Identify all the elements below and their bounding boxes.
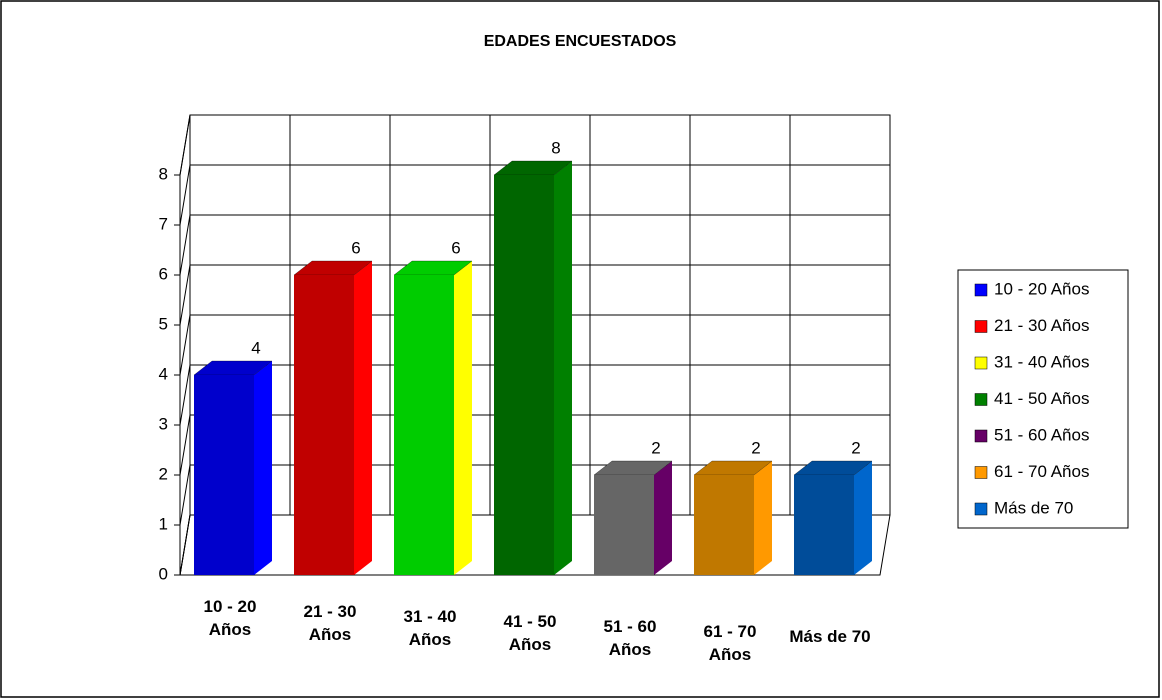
legend-label: 31 - 40 Años (994, 352, 1089, 371)
legend-swatch (974, 502, 988, 516)
bar (194, 375, 254, 575)
grid-line (179, 514, 191, 576)
grid-line (179, 214, 191, 276)
bar-side (254, 361, 272, 575)
data-label: 2 (651, 438, 660, 457)
x-tick-label: 61 - 70 Años (703, 622, 757, 664)
bar (494, 175, 554, 575)
y-tick-label: 0 (159, 564, 168, 583)
bar-side (454, 261, 472, 575)
x-tick-label: Más de 70 (789, 627, 871, 646)
legend-swatch (974, 356, 988, 370)
data-label: 8 (551, 138, 560, 157)
legend-label: 21 - 30 Años (994, 316, 1089, 335)
legend-swatch (974, 466, 988, 479)
y-tick-label: 3 (159, 414, 168, 433)
y-tick-label: 8 (159, 164, 168, 183)
grid-line (179, 264, 191, 326)
bar (294, 275, 354, 575)
bar (594, 475, 654, 575)
grid-line (179, 314, 191, 376)
x-tick-label: 21 - 30 Años (303, 602, 357, 644)
legend-swatch (974, 429, 988, 443)
grid-line (179, 414, 191, 476)
data-label: 4 (251, 338, 260, 357)
y-tick-label: 5 (159, 314, 168, 333)
grid-line (179, 364, 191, 426)
bar (694, 475, 754, 575)
y-tick-label: 1 (159, 514, 168, 533)
bar-side (754, 461, 772, 575)
bar-side (354, 261, 372, 575)
chart-title: EDADES ENCUESTADOS (484, 33, 677, 50)
legend-label: 61 - 70 Años (994, 462, 1089, 481)
legend-label: 10 - 20 Años (994, 279, 1089, 298)
x-tick-label: 51 - 60 Años (603, 617, 657, 659)
data-label: 2 (751, 438, 760, 457)
legend-label: 51 - 60 Años (994, 425, 1089, 444)
y-tick-label: 6 (159, 264, 168, 283)
data-label: 6 (451, 238, 460, 257)
x-tick-label: 41 - 50 Años (503, 612, 557, 654)
bar-side (554, 161, 572, 575)
data-label: 6 (351, 238, 360, 257)
grid-line (179, 464, 191, 526)
legend-swatch (974, 393, 988, 406)
bar (794, 475, 854, 575)
y-tick-label: 2 (159, 464, 168, 483)
grid-line (179, 164, 191, 226)
legend-swatch (974, 283, 988, 297)
y-tick-label: 4 (159, 364, 168, 383)
legend-swatch (974, 320, 988, 333)
data-label: 2 (851, 438, 860, 457)
x-tick-label: 31 - 40 Años (403, 607, 457, 649)
y-tick-label: 7 (159, 214, 168, 233)
grid-line (179, 114, 191, 176)
legend-label: 41 - 50 Años (994, 389, 1089, 408)
legend-label: Más de 70 (994, 498, 1073, 517)
bar (394, 275, 454, 575)
x-tick-label: 10 - 20 Años (203, 597, 257, 639)
bar-side (654, 461, 672, 575)
bar-side (854, 461, 872, 575)
